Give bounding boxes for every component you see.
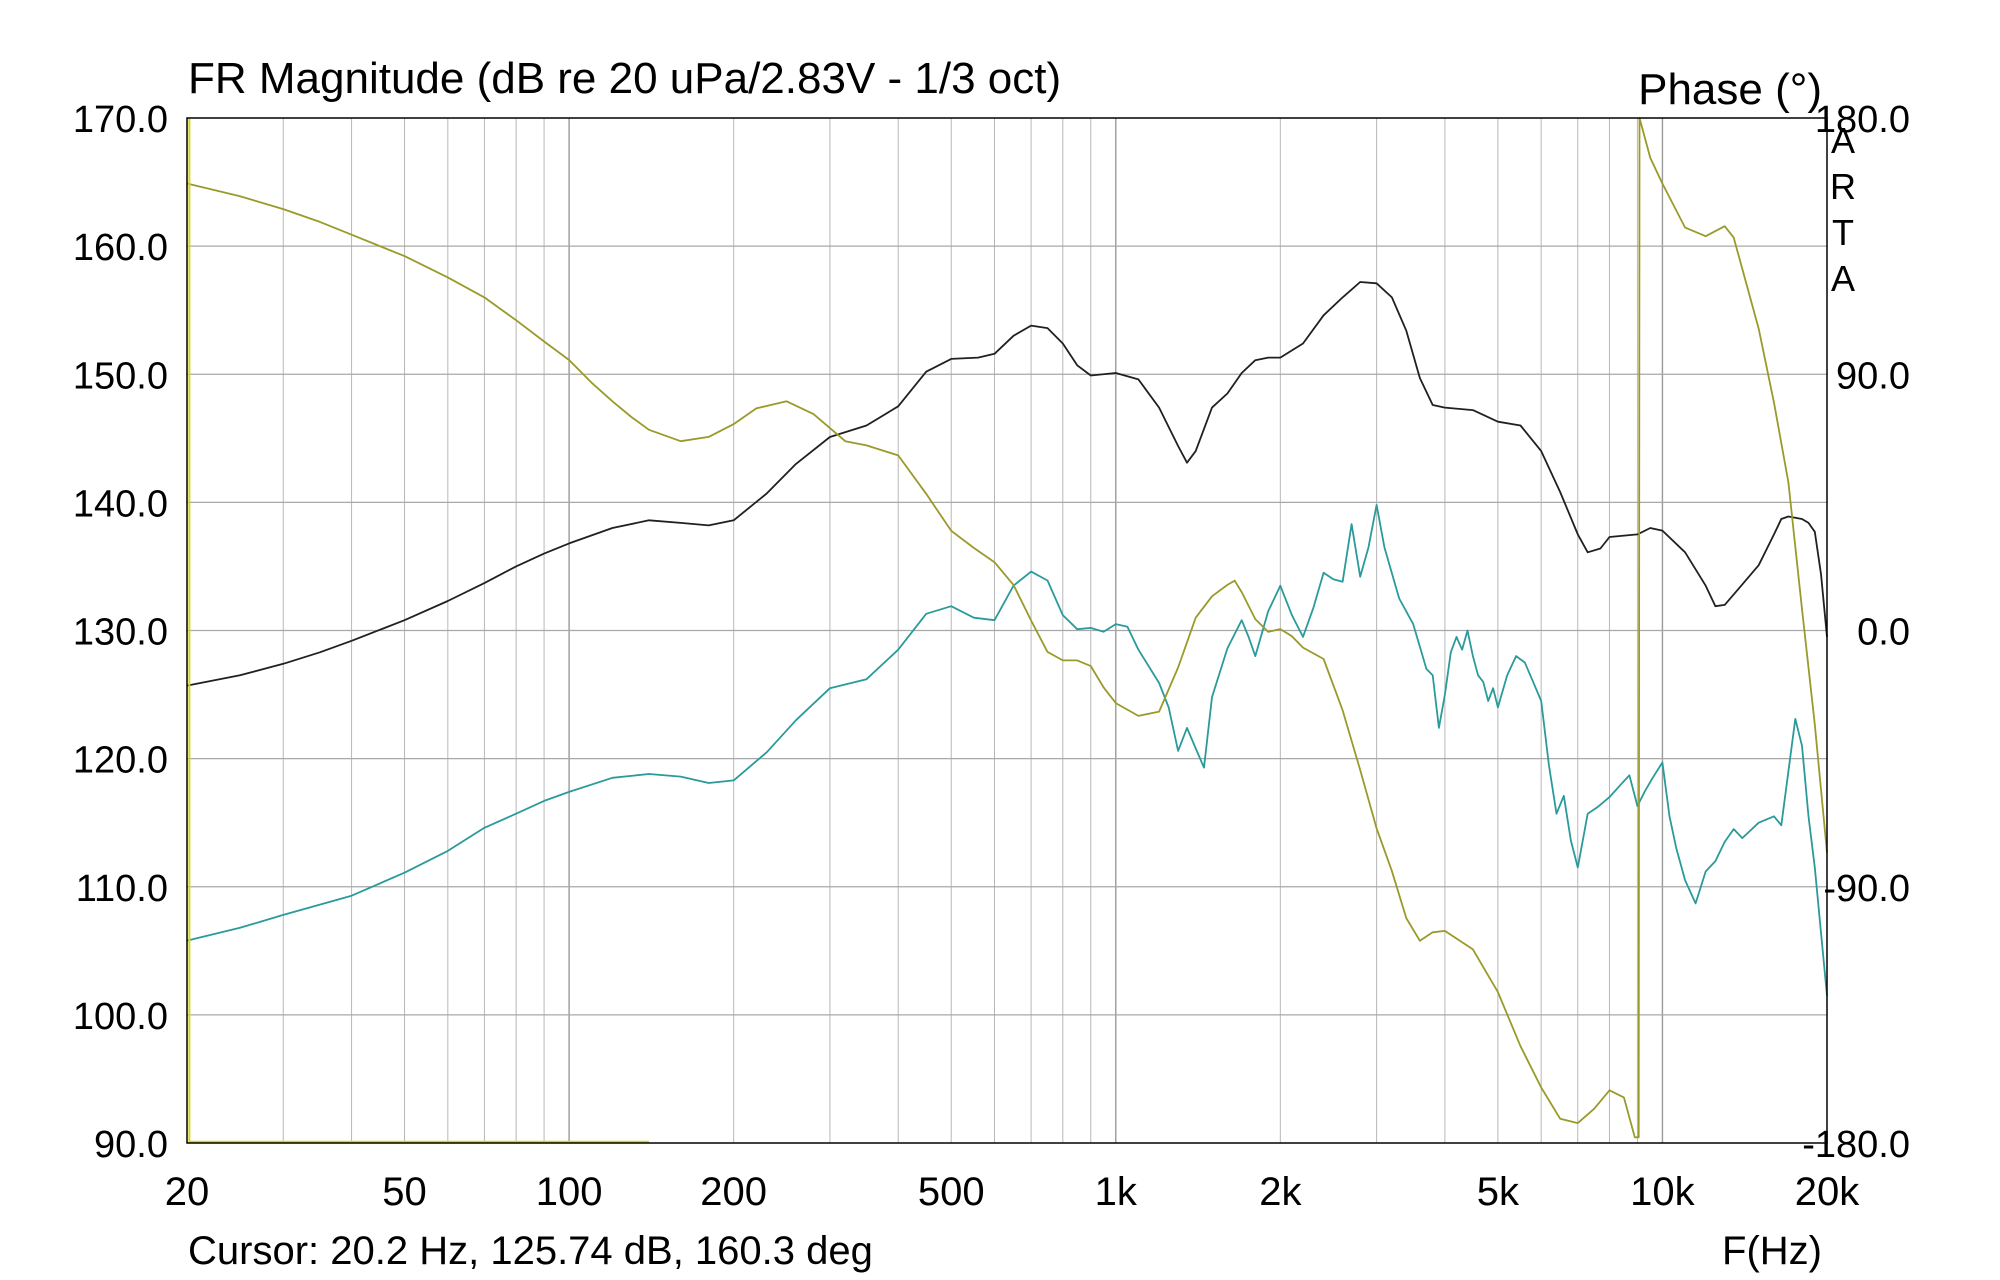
curves-layer — [186, 117, 1828, 1143]
tick-labels: 170.0 160.0 150.0 140.0 130.0 120.0 110.0 100.0… — [73, 99, 1910, 1214]
x-tick-label: 50 — [382, 1170, 427, 1214]
watermark-letter: T — [1832, 212, 1854, 253]
x-tick-label: 20 — [165, 1170, 210, 1214]
series-smoothed-line — [186, 281, 1828, 687]
y-tick-label: 130.0 — [73, 612, 168, 654]
x-axis-label: F(Hz) — [1722, 1229, 1822, 1273]
x-tick-label: 2k — [1259, 1170, 1302, 1214]
grid-lines — [187, 118, 1827, 1143]
x-tick-label: 100 — [536, 1170, 603, 1214]
plot-frame — [186, 117, 1828, 1144]
watermark-letter: R — [1830, 166, 1856, 207]
y2-tick-label: -90.0 — [1823, 868, 1910, 910]
y2-tick-label: 180.0 — [1815, 99, 1910, 141]
series-phase-line — [186, 117, 1828, 1139]
y-tick-label: 140.0 — [73, 483, 168, 525]
cursor-readout: Cursor: 20.2 Hz, 125.74 dB, 160.3 deg — [188, 1229, 873, 1273]
y-tick-label: 120.0 — [73, 740, 168, 782]
y2-tick-label: -180.0 — [1802, 1124, 1910, 1166]
y2-tick-label: 90.0 — [1836, 355, 1910, 397]
y-tick-label: 110.0 — [76, 868, 168, 910]
y-tick-label: 170.0 — [73, 99, 168, 141]
watermark-letter: A — [1831, 120, 1855, 161]
series-raw-line — [186, 504, 1828, 996]
x-tick-label: 20k — [1795, 1170, 1860, 1214]
chart-title: FR Magnitude (dB re 20 uPa/2.83V - 1/3 o… — [188, 54, 1061, 103]
x-tick-label: 5k — [1477, 1170, 1520, 1214]
x-tick-label: 200 — [700, 1170, 767, 1214]
y-tick-label: 150.0 — [73, 355, 168, 397]
x-tick-label: 1k — [1095, 1170, 1138, 1214]
y-tick-label: 160.0 — [73, 227, 168, 269]
watermark-letter: A — [1831, 258, 1855, 299]
y2-tick-label: 0.0 — [1857, 612, 1910, 654]
right-axis-title: Phase (°) — [1638, 65, 1822, 114]
y-tick-label: 100.0 — [73, 996, 168, 1038]
y-tick-label: 90.0 — [94, 1124, 168, 1166]
x-tick-label: 500 — [918, 1170, 985, 1214]
x-tick-label: 10k — [1630, 1170, 1695, 1214]
